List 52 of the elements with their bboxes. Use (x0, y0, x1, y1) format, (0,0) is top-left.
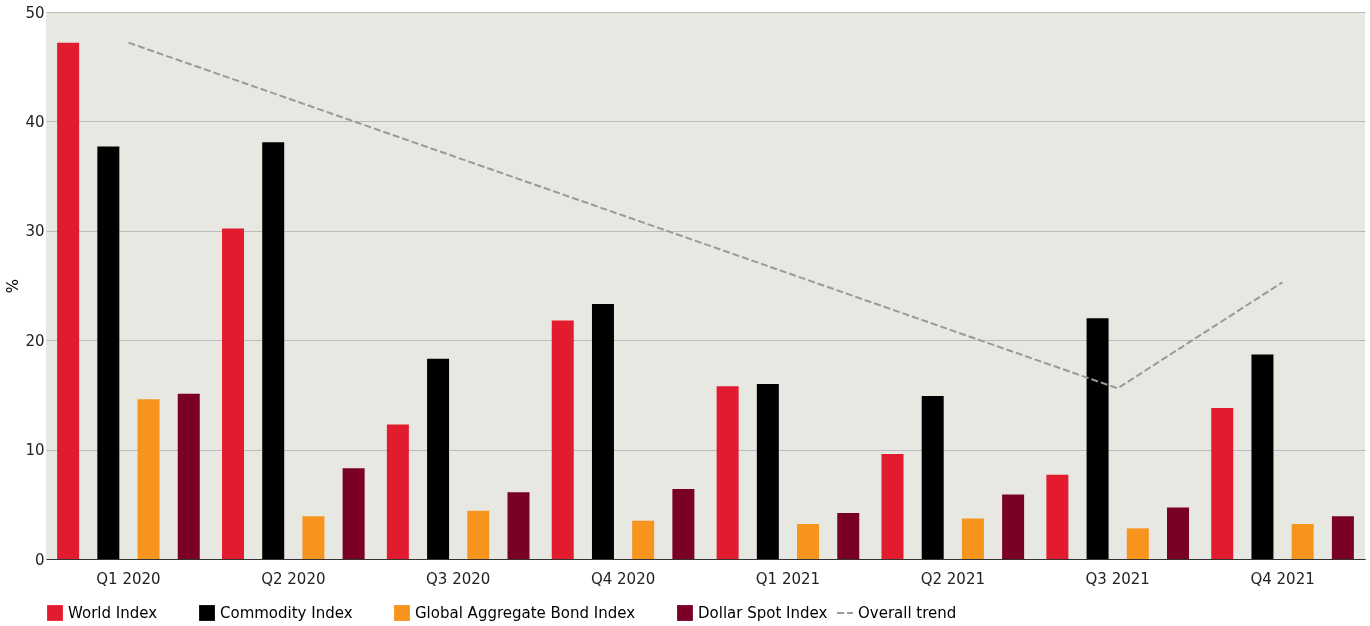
y-tick-label: 50 (25, 3, 45, 22)
legend-label: World Index (68, 604, 158, 622)
y-tick-label: 0 (34, 550, 45, 569)
x-tick-label: Q1 2020 (96, 569, 161, 588)
bar (97, 146, 120, 559)
bar (262, 142, 285, 559)
x-tick-label: Q3 2021 (1085, 569, 1150, 588)
bar (1002, 494, 1025, 559)
bar (467, 510, 490, 559)
bar (837, 513, 860, 559)
bar (672, 488, 695, 559)
bar (961, 518, 984, 559)
x-tick-label: Q2 2020 (261, 569, 326, 588)
bar (716, 386, 739, 559)
y-tick-label: 40 (25, 112, 45, 131)
bar (137, 399, 160, 559)
bar (302, 516, 325, 559)
bar (1167, 507, 1190, 559)
bar (177, 393, 200, 559)
y-tick-label: 10 (25, 441, 45, 460)
bar (632, 520, 655, 559)
bar (551, 320, 574, 559)
bar (881, 453, 904, 559)
legend-label: Commodity Index (220, 604, 353, 622)
x-tick-label: Q1 2021 (755, 569, 821, 588)
bar (921, 395, 944, 559)
bar (386, 424, 409, 559)
y-tick-label: 30 (25, 222, 45, 241)
y-tick-label: 20 (25, 331, 45, 350)
x-tick-label: Q4 2020 (590, 569, 656, 588)
x-tick-label: Q2 2021 (920, 569, 985, 588)
bar (1046, 474, 1069, 559)
bar (1086, 318, 1109, 559)
legend-label: Dollar Spot Index (698, 604, 828, 622)
bar (591, 304, 614, 559)
bar (1331, 516, 1354, 559)
bar (221, 228, 244, 559)
bar (57, 42, 80, 559)
bar (797, 523, 820, 559)
bar (1126, 528, 1149, 559)
bar (756, 383, 779, 559)
bar (1211, 408, 1234, 559)
bar (427, 358, 450, 559)
y-axis-title: % (4, 278, 23, 294)
bar (1291, 523, 1314, 559)
bar (342, 468, 365, 559)
x-tick-label: Q4 2021 (1250, 569, 1315, 588)
legend-label: Overall trend (858, 604, 957, 622)
legend-label: Global Aggregate Bond Index (415, 604, 636, 622)
x-tick-label: Q3 2020 (426, 569, 491, 588)
bar (1251, 354, 1274, 559)
bar (507, 492, 530, 559)
